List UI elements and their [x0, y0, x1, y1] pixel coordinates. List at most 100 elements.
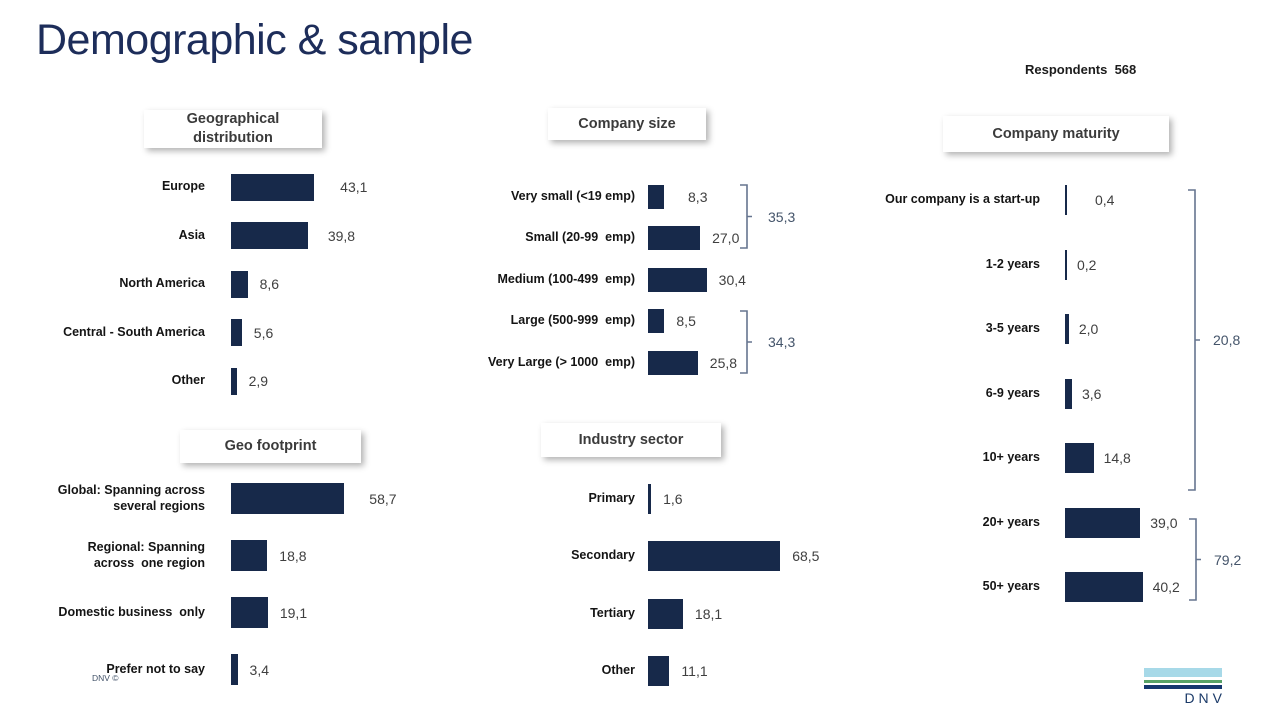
bar-row: 10+ years 14,8 — [870, 426, 1280, 491]
respondents-label: Respondents — [1025, 62, 1108, 77]
category-label: Primary — [588, 490, 635, 505]
bar-row: Regional: Spanning across one region 18,8 — [30, 527, 432, 584]
category-label: Prefer not to say — [106, 661, 205, 676]
bar-track: 40,2 — [1065, 555, 1280, 620]
bar-track: 3,4 — [231, 641, 432, 698]
chart-geo-footprint: Global: Spanning across several regions 5… — [30, 470, 432, 698]
dnv-logo-lightblue-band — [1144, 668, 1222, 677]
bar — [648, 267, 707, 292]
value-label: 5,6 — [253, 324, 274, 341]
category-label: Central - South America — [63, 324, 205, 339]
bar — [1065, 572, 1143, 603]
value-label: 8,5 — [676, 313, 696, 330]
bar-track: 27,0 — [648, 218, 860, 260]
bar — [1065, 249, 1067, 280]
bar — [648, 541, 781, 572]
bar-track: 3,6 — [1065, 362, 1280, 427]
value-label: 30,4 — [718, 271, 746, 288]
category-label: Tertiary — [590, 605, 635, 620]
bar-track: 39,0 — [1065, 491, 1280, 556]
bar — [1065, 378, 1072, 409]
bar-row: 3-5 years 2,0 — [870, 297, 1280, 362]
chart-company-maturity: Our company is a start-up 0,4 1-2 years 0,2… — [870, 168, 1280, 620]
category-label: 1-2 years — [985, 256, 1040, 271]
bar-track: 2,9 — [231, 357, 432, 406]
bar-row: Other 11,1 — [440, 643, 860, 701]
value-label: 2,9 — [248, 373, 269, 390]
bar — [231, 270, 248, 298]
category-label: 10+ years — [982, 450, 1040, 465]
bar-track: 18,1 — [648, 585, 860, 643]
bar — [231, 597, 268, 628]
bar-track: 30,4 — [648, 259, 860, 301]
chart-header-company-maturity: Company maturity — [943, 116, 1169, 152]
value-label: 3,4 — [249, 661, 270, 678]
category-label: Large (500-999 emp) — [510, 313, 635, 328]
bar-track: 11,1 — [648, 643, 860, 701]
bracket-value-label: 20,8 — [1213, 332, 1241, 348]
bar-track: 19,1 — [231, 584, 432, 641]
category-label: Other — [601, 663, 635, 678]
category-label: Very small (<19 emp) — [510, 188, 635, 203]
bar-row: Global: Spanning across several regions 5… — [30, 470, 432, 527]
chart-header-geographical-distribution: Geographical distribution — [144, 110, 322, 148]
copyright-notice: DNV © — [92, 673, 119, 683]
value-label: 14,8 — [1103, 450, 1131, 467]
value-label: 3,6 — [1081, 385, 1102, 402]
bar-row: Secondary 68,5 — [440, 528, 860, 586]
category-label: Asia — [178, 227, 205, 242]
bar — [231, 540, 268, 571]
chart-header-company-size: Company size — [548, 108, 706, 140]
value-label: 8,6 — [259, 276, 280, 293]
bar-track: 0,2 — [1065, 233, 1280, 298]
value-label: 0,2 — [1077, 256, 1097, 273]
value-label: 58,7 — [369, 490, 397, 507]
bar-row: North America 8,6 — [30, 260, 432, 309]
dnv-logo: DNV — [1144, 668, 1222, 706]
bar-row: 1-2 years 0,2 — [870, 233, 1280, 298]
bracket-value-label: 34,3 — [768, 334, 796, 350]
dnv-logo-navy-band — [1144, 685, 1222, 689]
bar — [648, 656, 670, 687]
bar — [648, 184, 665, 209]
bar-row: Europe 43,1 — [30, 163, 432, 212]
value-label: 19,1 — [279, 604, 308, 621]
value-label: 68,5 — [792, 548, 820, 565]
bar-track: 58,7 — [231, 470, 432, 527]
respondents-value: 568 — [1114, 62, 1137, 77]
category-label: 20+ years — [982, 514, 1040, 529]
bar-row: 6-9 years 3,6 — [870, 362, 1280, 427]
category-label: 3-5 years — [985, 321, 1040, 336]
category-label: Regional: Spanning across one region — [87, 539, 205, 570]
category-label: Small (20-99 emp) — [525, 230, 635, 245]
bar — [1065, 507, 1141, 538]
category-label: Europe — [161, 179, 205, 194]
category-label: 6-9 years — [985, 385, 1040, 400]
bar — [1065, 185, 1067, 216]
category-label: Other — [171, 373, 205, 388]
bar-row: Tertiary 18,1 — [440, 585, 860, 643]
category-label: Secondary — [571, 548, 635, 563]
value-label: 25,8 — [709, 354, 738, 371]
value-label: 18,1 — [694, 605, 723, 622]
category-label: Domestic business only — [58, 604, 205, 619]
bar-row: Asia 39,8 — [30, 212, 432, 261]
bar-track: 14,8 — [1065, 426, 1280, 491]
value-label: 1,6 — [663, 490, 683, 507]
bar — [1065, 443, 1094, 474]
bar-track: 0,4 — [1065, 168, 1280, 233]
page-title: Demographic & sample — [36, 16, 473, 64]
category-label: Our company is a start-up — [885, 192, 1040, 207]
bar-track: 68,5 — [648, 528, 860, 586]
value-label: 40,2 — [1152, 579, 1180, 596]
category-label: Global: Spanning across several regions — [57, 482, 205, 513]
category-label: Very Large (> 1000 emp) — [488, 354, 635, 369]
respondents-count: Respondents 568 — [1025, 62, 1136, 77]
bar-row: Large (500-999 emp) 8,5 — [440, 301, 860, 343]
bar-row: Our company is a start-up 0,4 — [870, 168, 1280, 233]
dnv-logo-text: DNV — [1184, 689, 1226, 706]
bar — [648, 350, 698, 375]
bar-row: Domestic business only 19,1 — [30, 584, 432, 641]
bar-track: 25,8 — [648, 342, 860, 384]
value-label: 11,1 — [681, 663, 708, 680]
